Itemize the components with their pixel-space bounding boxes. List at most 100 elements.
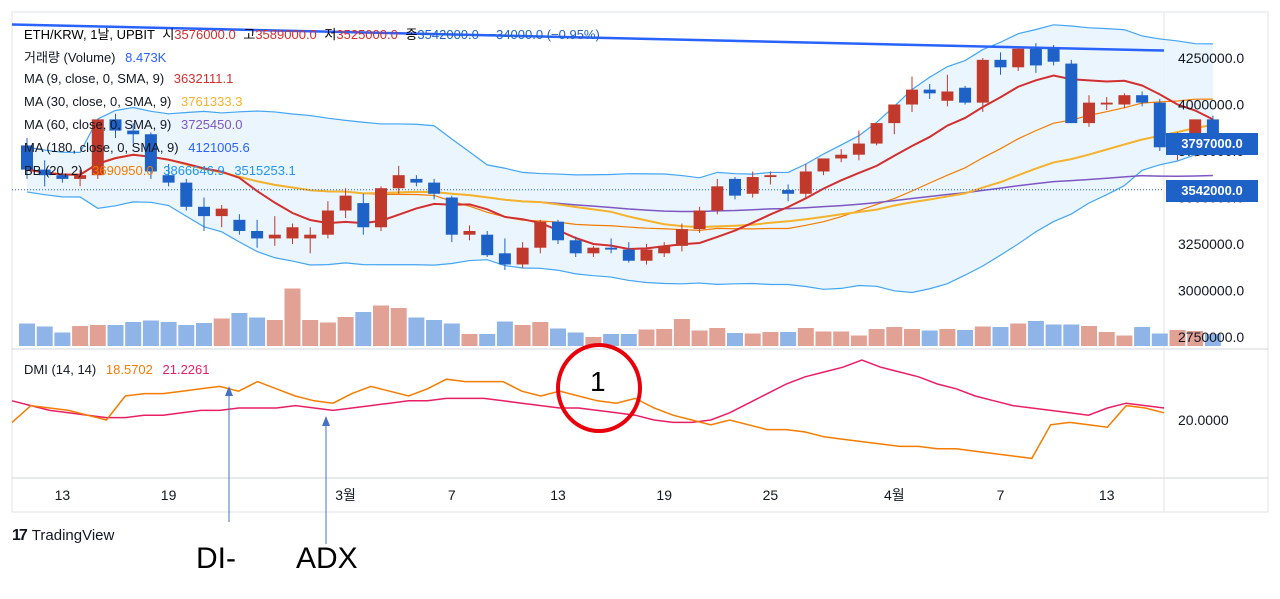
candle-body bbox=[445, 197, 458, 235]
volume-bar bbox=[1027, 321, 1044, 346]
volume-bar bbox=[992, 327, 1009, 346]
candle-body bbox=[1118, 95, 1131, 105]
volume-bar bbox=[107, 325, 124, 346]
legend-ma180-value: 4121005.6 bbox=[188, 140, 250, 155]
volume-bar bbox=[886, 327, 903, 346]
volume-bar bbox=[797, 328, 814, 346]
dmi-tick-label: 20.0000 bbox=[1178, 412, 1229, 428]
candle-body bbox=[994, 59, 1007, 68]
candle-body bbox=[906, 89, 918, 105]
candle-body bbox=[1012, 48, 1025, 68]
candle-body bbox=[516, 247, 529, 265]
legend-bb-lower: 3515253.1 bbox=[234, 163, 296, 178]
volume-bar bbox=[532, 322, 549, 346]
candle-body bbox=[817, 158, 830, 172]
volume-bar bbox=[443, 323, 460, 346]
candle-body bbox=[835, 154, 848, 159]
candle-body bbox=[1136, 95, 1149, 103]
high-label: 고 bbox=[243, 27, 256, 42]
volume-bar bbox=[673, 319, 690, 346]
candle-body bbox=[180, 182, 193, 207]
legend-ma9: MA (9, close, 0, SMA, 9) 3632111.1 bbox=[24, 71, 233, 86]
volume-bar bbox=[656, 329, 673, 346]
candle-body bbox=[1065, 63, 1078, 124]
candle-body bbox=[428, 182, 441, 194]
legend-bb-name: BB (20, 2) bbox=[24, 163, 83, 178]
volume-bar bbox=[974, 326, 991, 346]
candle-body bbox=[162, 175, 175, 183]
volume-bar bbox=[638, 329, 655, 346]
candle-body bbox=[109, 119, 122, 131]
bb-lower-line bbox=[26, 153, 1213, 294]
open-label: 시 bbox=[162, 27, 175, 42]
candle-body bbox=[587, 247, 600, 254]
candle-body bbox=[498, 253, 511, 265]
volume-bar bbox=[1045, 324, 1062, 346]
volume-bar bbox=[496, 321, 513, 346]
high-value: 3589000.0 bbox=[255, 27, 317, 42]
volume-bar bbox=[479, 334, 496, 346]
volume-bar bbox=[125, 322, 142, 346]
candle-body bbox=[923, 89, 936, 94]
ma9-line bbox=[26, 74, 1214, 250]
candle-body bbox=[976, 59, 989, 103]
candle-body bbox=[375, 188, 387, 228]
time-tick-label: 19 bbox=[161, 487, 177, 503]
ma180-line bbox=[11, 23, 1165, 52]
close-value: 3542000.0 bbox=[417, 27, 479, 42]
arrow-adx-head bbox=[322, 416, 330, 426]
volume-bar bbox=[408, 317, 425, 346]
volume-bar bbox=[160, 322, 177, 346]
volume-bar bbox=[833, 331, 850, 346]
candle-body bbox=[410, 178, 423, 183]
volume-bar bbox=[231, 313, 248, 346]
adx-line bbox=[11, 359, 1165, 424]
volume-bar bbox=[426, 320, 443, 346]
time-tick-label: 13 bbox=[55, 487, 71, 503]
candle-body bbox=[251, 230, 264, 239]
legend-dmi-minus: 21.2261 bbox=[162, 362, 210, 377]
candle-body bbox=[1153, 102, 1166, 148]
volume-bar bbox=[567, 332, 584, 346]
volume-bar bbox=[1081, 326, 1097, 346]
legend-dmi-name: DMI (14, 14) bbox=[24, 362, 97, 377]
volume-bar bbox=[620, 334, 637, 346]
legend-ma180-name: MA (180, close, 0, SMA, 9) bbox=[24, 140, 179, 155]
candle-body bbox=[888, 104, 901, 124]
volume-bar bbox=[868, 329, 885, 346]
volume-bar bbox=[585, 337, 602, 346]
candle-body bbox=[605, 247, 618, 250]
annotation-circle bbox=[556, 343, 642, 433]
candle-body bbox=[1029, 48, 1042, 66]
time-tick-label: 7 bbox=[997, 487, 1005, 503]
volume-bar bbox=[514, 325, 531, 346]
volume-bar bbox=[815, 331, 832, 346]
annotation-adx: ADX bbox=[296, 542, 358, 575]
price-tick-label: 4000000.0 bbox=[1178, 97, 1244, 113]
candle-body bbox=[74, 175, 87, 179]
candle-body bbox=[569, 240, 582, 254]
volume-bar bbox=[266, 320, 283, 346]
price-tick-label: 4250000.0 bbox=[1178, 50, 1244, 66]
volume-bar bbox=[461, 334, 478, 346]
time-tick-label: 13 bbox=[1099, 487, 1115, 503]
legend-ma180: MA (180, close, 0, SMA, 9) 4121005.6 bbox=[24, 140, 250, 155]
volume-bar bbox=[744, 333, 761, 346]
candle-body bbox=[799, 171, 812, 194]
price-tick-label: 3000000.0 bbox=[1178, 283, 1244, 299]
volume-bar bbox=[762, 332, 779, 346]
candle-body bbox=[321, 210, 334, 235]
volume-bar bbox=[1063, 324, 1080, 346]
tradingview-logo[interactable]: 17 TradingView bbox=[12, 527, 114, 545]
legend-volume: 거래량 (Volume) 8.473K bbox=[24, 47, 166, 66]
volume-bar bbox=[54, 332, 71, 346]
candle-body bbox=[658, 245, 671, 254]
tradingview-brand: TradingView bbox=[31, 527, 115, 544]
close-label: 종 bbox=[405, 27, 418, 42]
volume-bar bbox=[196, 323, 212, 346]
candle-body bbox=[764, 175, 777, 178]
candle-body bbox=[782, 190, 795, 194]
volume-bar bbox=[19, 323, 35, 346]
candle-body bbox=[357, 203, 370, 228]
